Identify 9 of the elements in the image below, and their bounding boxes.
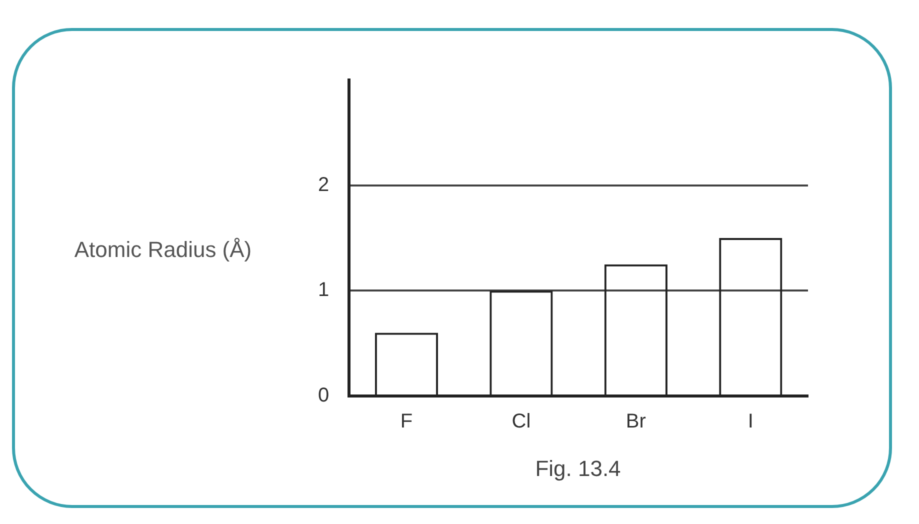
y-axis-title: Atomic Radius (Å) xyxy=(73,236,253,264)
y-tick-label: 0 xyxy=(318,384,330,407)
x-tick-label: I xyxy=(748,410,754,433)
caption: Fig. 13.4 xyxy=(534,456,622,482)
y-tick-label: 1 xyxy=(318,279,330,302)
y-tick-label: 2 xyxy=(318,174,330,196)
x-tick-label: F xyxy=(400,410,413,433)
x-tick-label: Br xyxy=(626,410,646,433)
x-tick-label: Cl xyxy=(512,410,531,433)
